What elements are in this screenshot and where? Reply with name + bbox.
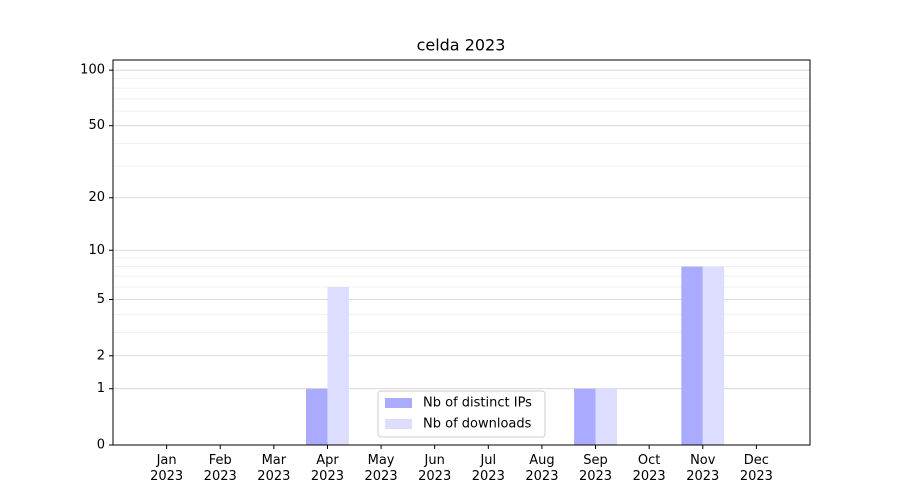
legend-label: Nb of downloads <box>423 417 532 432</box>
legend-label: Nb of distinct IPs <box>423 396 532 411</box>
y-tick-label: 5 <box>97 292 105 307</box>
bar <box>306 388 328 445</box>
bar <box>327 286 349 445</box>
x-tick-label: Aug 2023 <box>525 453 559 484</box>
x-tick-label: Feb 2023 <box>203 453 237 484</box>
y-tick-label: 100 <box>80 63 105 78</box>
legend-swatch <box>385 419 412 429</box>
legend-box <box>377 390 546 438</box>
legend-swatch <box>385 398 412 408</box>
y-tick-label: 0 <box>97 438 105 453</box>
bar <box>702 266 725 445</box>
x-tick-label: Mar 2023 <box>257 453 291 484</box>
y-tick-label: 20 <box>88 190 105 205</box>
bar <box>574 388 596 445</box>
y-tick-label: 10 <box>88 243 105 258</box>
chart-title: celda 2023 <box>417 36 506 55</box>
plot-frame <box>112 59 811 446</box>
bar <box>595 388 617 445</box>
x-tick-label: Jul 2023 <box>471 453 505 484</box>
bar <box>681 266 703 445</box>
x-tick-label: Dec 2023 <box>739 453 773 484</box>
x-tick-label: Jan 2023 <box>150 453 184 484</box>
x-tick-label: May 2023 <box>364 453 398 484</box>
y-tick-label: 50 <box>88 118 105 133</box>
y-tick-label: 1 <box>97 381 105 396</box>
x-tick-label: Oct 2023 <box>632 453 666 484</box>
x-tick-label: Sep 2023 <box>578 453 613 484</box>
x-tick-label: Nov 2023 <box>686 453 720 484</box>
x-tick-label: Jun 2023 <box>418 453 452 484</box>
x-tick-label: Apr 2023 <box>310 453 344 484</box>
y-tick-label: 2 <box>97 348 105 363</box>
